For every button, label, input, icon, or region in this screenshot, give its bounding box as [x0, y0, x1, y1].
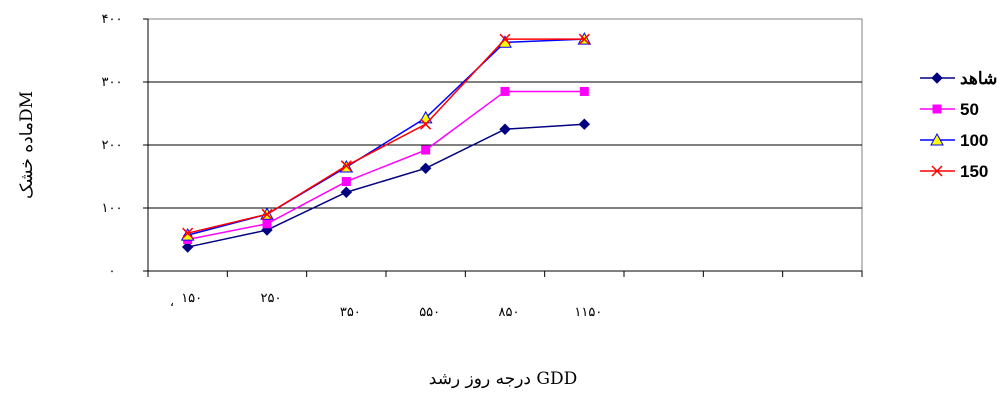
data-point [578, 118, 591, 130]
data-point [931, 72, 943, 84]
y-tick-label: ۲۰۰ [102, 138, 123, 153]
series-line [187, 90, 585, 241]
data-point [500, 86, 510, 96]
data-point [262, 219, 272, 229]
data-point [420, 118, 432, 130]
x-tick-label: ۵۵۰ [419, 305, 440, 320]
series-3 [182, 33, 590, 239]
x-tick-label: ۱۱۵۰ [574, 305, 602, 320]
data-point [421, 145, 431, 155]
legend-item: 50 [920, 100, 979, 119]
data-point [340, 160, 352, 172]
legend-label: 100 [960, 131, 988, 150]
data-point [340, 186, 353, 198]
series-line [187, 38, 585, 234]
x-tick-labels: ۱۵۰ ۲۵۰ ۳۵۰ ۵۵۰ ۸۵۰ ۱۱۵۰ [181, 291, 602, 320]
data-point [931, 165, 943, 177]
data-point [930, 132, 944, 146]
y-tick-label: ۱۰۰ [102, 201, 123, 216]
y-tick-label: ۰ [109, 264, 116, 279]
legend-item: 150 [920, 162, 988, 181]
data-point [419, 162, 432, 175]
legend-item: شاهد [920, 69, 997, 88]
legend-label: 50 [960, 100, 979, 119]
legend-item: 100 [920, 131, 988, 150]
y-axis-title: ماده خشکDM [17, 91, 37, 199]
axes [143, 18, 863, 277]
data-point [341, 177, 351, 187]
data-point [181, 241, 194, 253]
y-tick-label: ۴۰۰ [102, 12, 123, 27]
data-point [180, 228, 195, 241]
y-tick-labels: ۰ ۱۰۰ ۲۰۰ ۳۰۰ ۴۰۰ [102, 12, 123, 279]
series-group [180, 32, 592, 253]
x-tick-label: ۱۵۰ [181, 291, 202, 306]
x-tick-label: ۲۵۰ [261, 291, 282, 306]
y-tick-label: ۳۰۰ [102, 75, 123, 90]
x-axis-title: درجه روز رشد GDD [429, 369, 577, 389]
data-point [261, 208, 273, 220]
legend: شاهد 50 100 150 [920, 69, 997, 181]
data-point [578, 33, 590, 45]
series-line [187, 123, 585, 248]
data-point [499, 33, 511, 45]
legend-label: 150 [960, 162, 988, 181]
data-point [579, 86, 589, 96]
x-tick-label: ۳۵۰ [340, 305, 361, 320]
data-point [182, 227, 194, 239]
x-tick-label: ۸۵۰ [499, 305, 520, 320]
stray-x-label: ، [170, 295, 174, 310]
data-point [499, 123, 511, 135]
data-point [932, 104, 942, 114]
legend-label: شاهد [960, 69, 997, 88]
